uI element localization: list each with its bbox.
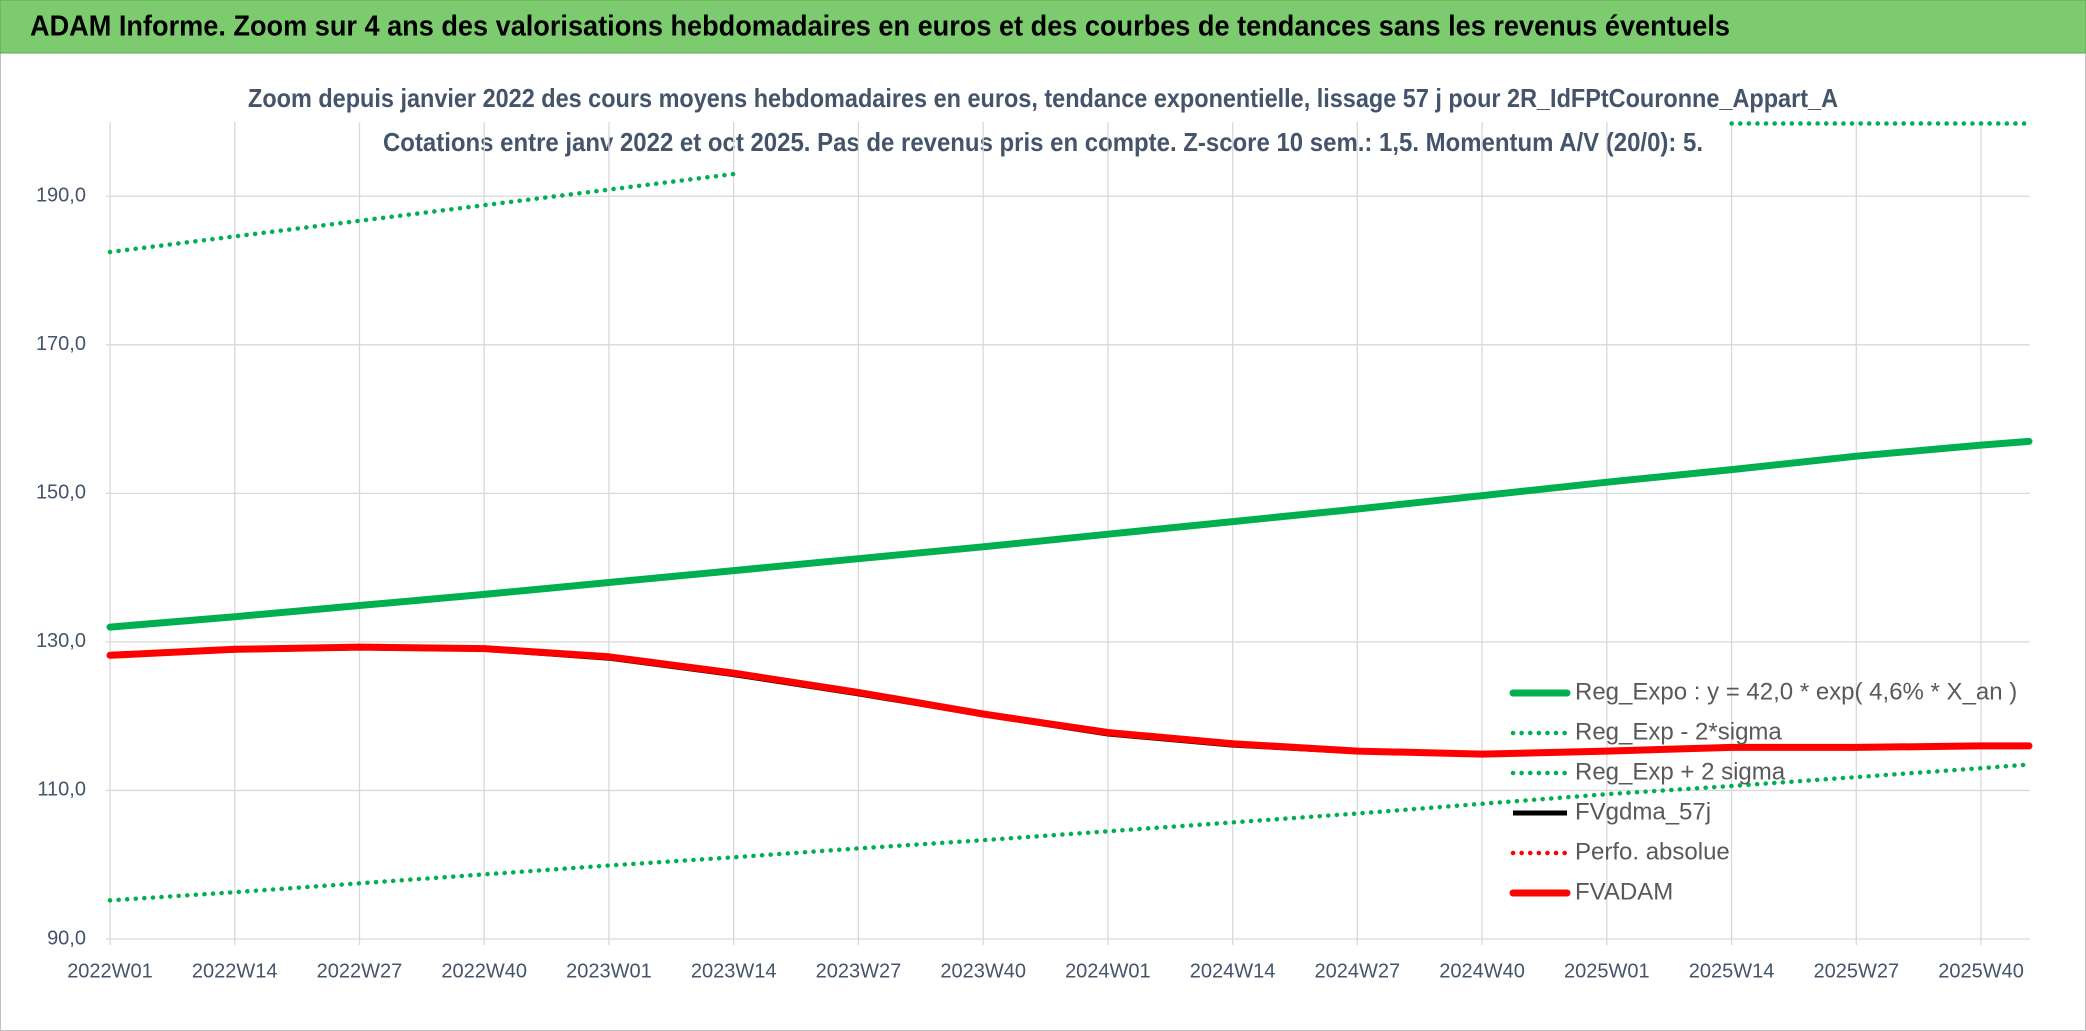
x-tick-label: 2024W14 — [1190, 960, 1276, 982]
legend-label: Reg_Exp - 2*sigma — [1575, 718, 1782, 745]
chart-subtitle: Cotations entre janv 2022 et oct 2025. P… — [383, 127, 1703, 157]
series-line — [107, 762, 2032, 903]
x-tick-label: 2024W01 — [1065, 960, 1151, 982]
legend-label: FVgdma_57j — [1575, 798, 1711, 825]
x-tick-label: 2024W27 — [1315, 960, 1401, 982]
x-tick-label: 2022W40 — [441, 960, 527, 982]
series-line — [106, 437, 2033, 631]
x-tick-label: 2025W01 — [1564, 960, 1650, 982]
legend-label: Perfo. absolue — [1575, 838, 1730, 865]
series-line — [107, 171, 736, 255]
legend-label: Reg_Exp + 2 sigma — [1575, 758, 1786, 785]
y-tick-label: 170,0 — [36, 333, 86, 355]
legend-label: Reg_Expo : y = 42,0 * exp( 4,6% * X_an ) — [1575, 678, 2017, 705]
x-tick-label: 2025W27 — [1813, 960, 1899, 982]
y-tick-label: 130,0 — [36, 630, 86, 652]
header-bar — [0, 0, 2086, 54]
y-tick-label: 90,0 — [47, 927, 86, 949]
y-tick-label: 150,0 — [36, 482, 86, 504]
x-tick-label: 2025W14 — [1689, 960, 1775, 982]
header-title: ADAM Informe. Zoom sur 4 ans des valoris… — [30, 11, 1730, 43]
y-tick-label: 190,0 — [36, 185, 86, 207]
x-tick-label: 2024W40 — [1439, 960, 1525, 982]
plot-area — [106, 121, 2033, 903]
x-tick-label: 2023W01 — [566, 960, 652, 982]
legend-label: FVADAM — [1575, 878, 1673, 905]
x-tick-label: 2023W14 — [691, 960, 777, 982]
x-tick-label: 2023W40 — [940, 960, 1026, 982]
x-tick-label: 2023W27 — [816, 960, 902, 982]
x-tick-label: 2025W40 — [1938, 960, 2024, 982]
chart-title: Zoom depuis janvier 2022 des cours moyen… — [248, 83, 1838, 113]
series-line — [106, 643, 2033, 758]
y-tick-label: 110,0 — [37, 779, 86, 801]
x-tick-label: 2022W27 — [317, 960, 403, 982]
x-tick-label: 2022W01 — [67, 960, 153, 982]
x-tick-label: 2022W14 — [192, 960, 278, 982]
